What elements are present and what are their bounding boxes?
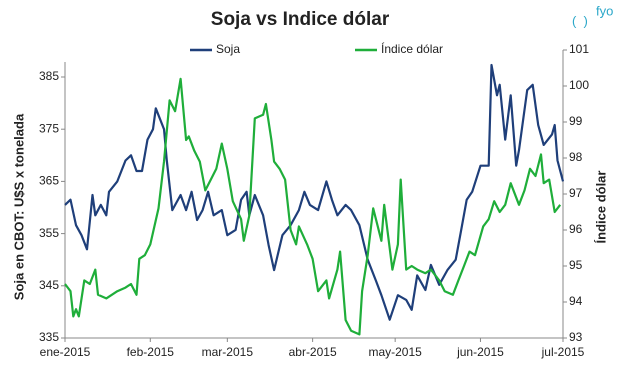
chart-title: Soja vs Indice dólar (211, 9, 390, 30)
y2-tick-label: 96 (569, 222, 583, 236)
y-tick-label: 385 (39, 69, 59, 83)
y-tick-label: 375 (39, 121, 59, 135)
y2-tick-label: 97 (569, 186, 583, 200)
y2-tick-label: 98 (569, 150, 583, 164)
legend-label: Soja (216, 42, 240, 56)
x-tick-label: ene-2015 (40, 345, 91, 359)
x-tick-label: mar-2015 (202, 345, 254, 359)
y2-tick-label: 95 (569, 258, 583, 272)
x-tick-label: abr-2015 (289, 345, 337, 359)
line (64, 63, 565, 321)
y2-tick-label: 93 (569, 330, 583, 344)
line (64, 77, 562, 336)
y-axis-title: Soja en CBOT: U$S x tonelada (11, 113, 26, 300)
legend-label: Índice dólar (381, 41, 443, 56)
y-tick-label: 355 (39, 226, 59, 240)
y2-tick-label: 100 (569, 78, 589, 92)
y2-axis-title: Índice dólar (593, 171, 608, 244)
x-tick-label: jun-2015 (456, 345, 504, 359)
logo: fyo (596, 3, 613, 18)
y2-tick-label: 101 (569, 42, 589, 56)
y2-tick-label: 99 (569, 114, 583, 128)
y2-tick-label: 94 (569, 294, 583, 308)
x-tick-label: may-2015 (368, 345, 422, 359)
x-tick-label: feb-2015 (127, 345, 175, 359)
x-tick-label: jul-2015 (541, 345, 585, 359)
logo-paren: ( ) (572, 13, 588, 28)
y-tick-label: 365 (39, 174, 59, 188)
y-tick-label: 345 (39, 278, 59, 292)
y-tick-label: 335 (39, 330, 59, 344)
